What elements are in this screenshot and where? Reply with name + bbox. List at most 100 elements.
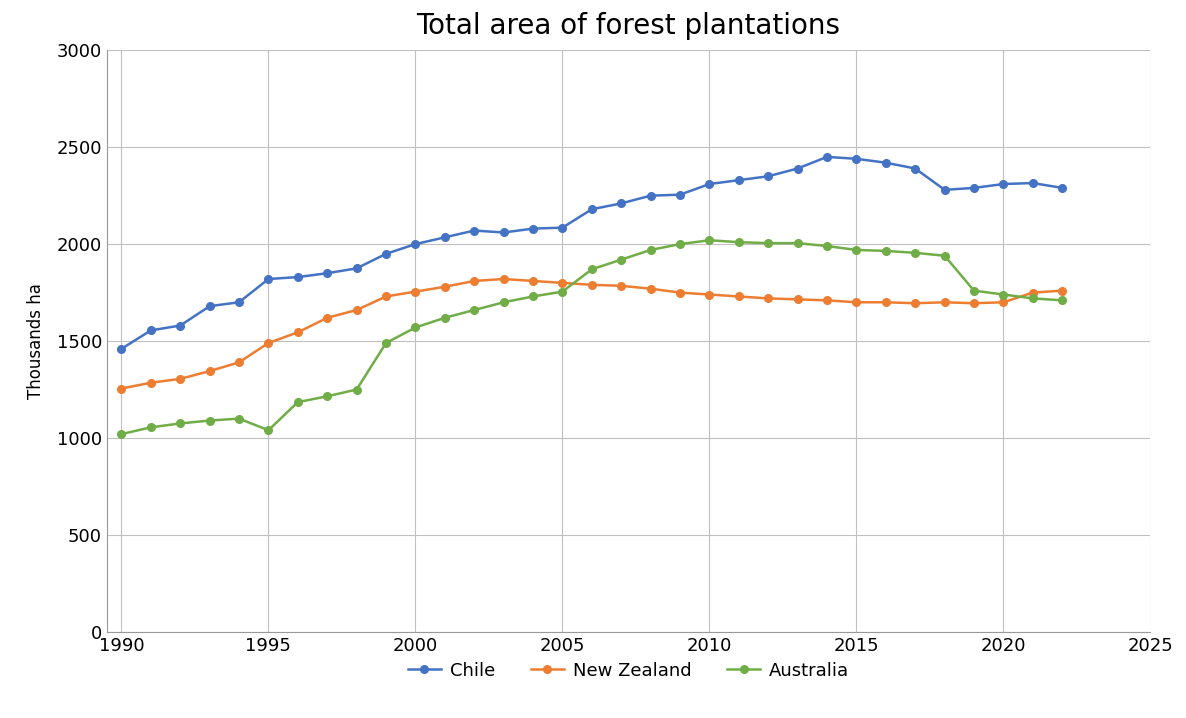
Title: Total area of forest plantations: Total area of forest plantations: [416, 11, 841, 39]
New Zealand: [467, 276, 482, 285]
Line: Chile: Chile: [117, 153, 1066, 353]
Chile: [791, 164, 805, 173]
New Zealand: [114, 384, 128, 393]
Australia: [908, 248, 923, 257]
Line: New Zealand: New Zealand: [117, 275, 1066, 392]
New Zealand: [261, 339, 275, 348]
New Zealand: [555, 279, 569, 287]
New Zealand: [937, 298, 951, 307]
Australia: [614, 256, 629, 264]
New Zealand: [849, 298, 863, 307]
Chile: [378, 250, 393, 258]
Chile: [644, 191, 658, 200]
Australia: [497, 298, 511, 307]
Australia: [232, 414, 247, 423]
Chile: [820, 153, 834, 162]
Chile: [291, 273, 305, 281]
New Zealand: [996, 298, 1010, 307]
New Zealand: [908, 299, 923, 307]
Chile: [908, 164, 923, 173]
New Zealand: [820, 296, 834, 304]
Australia: [1056, 296, 1070, 304]
Chile: [996, 180, 1010, 188]
Australia: [702, 236, 716, 245]
Australia: [173, 419, 187, 428]
New Zealand: [672, 289, 687, 297]
Chile: [555, 223, 569, 232]
Chile: [350, 264, 364, 273]
New Zealand: [614, 281, 629, 290]
Australia: [996, 290, 1010, 299]
Australia: [820, 242, 834, 251]
New Zealand: [378, 292, 393, 301]
Australia: [350, 385, 364, 393]
New Zealand: [438, 282, 452, 291]
Chile: [467, 226, 482, 235]
New Zealand: [144, 378, 158, 387]
Australia: [585, 265, 599, 274]
Chile: [173, 321, 187, 330]
Australia: [408, 323, 422, 332]
Australia: [144, 423, 158, 432]
New Zealand: [1056, 286, 1070, 295]
Australia: [732, 238, 746, 246]
Chile: [438, 233, 452, 242]
New Zealand: [350, 306, 364, 314]
New Zealand: [879, 298, 893, 307]
Australia: [937, 251, 951, 260]
Chile: [761, 172, 776, 181]
Australia: [672, 240, 687, 248]
Chile: [702, 180, 716, 188]
New Zealand: [761, 294, 776, 303]
Chile: [732, 176, 746, 185]
Chile: [408, 240, 422, 248]
Australia: [967, 286, 981, 295]
Australia: [525, 292, 540, 301]
Australia: [879, 246, 893, 255]
Chile: [144, 326, 158, 335]
Australia: [261, 426, 275, 434]
Australia: [203, 416, 217, 425]
Line: Australia: Australia: [117, 236, 1066, 438]
Chile: [672, 190, 687, 199]
Chile: [232, 298, 247, 307]
New Zealand: [497, 275, 511, 284]
Australia: [761, 239, 776, 248]
Legend: Chile, New Zealand, Australia: Chile, New Zealand, Australia: [401, 654, 856, 687]
New Zealand: [644, 284, 658, 293]
New Zealand: [967, 299, 981, 307]
New Zealand: [173, 375, 187, 383]
Australia: [438, 314, 452, 322]
Chile: [967, 184, 981, 192]
Chile: [849, 154, 863, 163]
Chile: [937, 185, 951, 194]
Australia: [555, 287, 569, 296]
Australia: [467, 306, 482, 314]
Chile: [1056, 184, 1070, 192]
Australia: [644, 246, 658, 254]
Chile: [614, 199, 629, 208]
Australia: [320, 392, 334, 401]
New Zealand: [232, 358, 247, 367]
New Zealand: [702, 290, 716, 299]
Australia: [1026, 294, 1040, 303]
Y-axis label: Thousands ha: Thousands ha: [27, 283, 45, 399]
Chile: [525, 224, 540, 233]
Chile: [585, 205, 599, 213]
Chile: [114, 345, 128, 353]
New Zealand: [320, 314, 334, 322]
New Zealand: [203, 367, 217, 376]
New Zealand: [1026, 289, 1040, 297]
Chile: [203, 302, 217, 310]
Australia: [378, 339, 393, 348]
Australia: [291, 398, 305, 406]
Australia: [114, 430, 128, 439]
New Zealand: [732, 292, 746, 301]
New Zealand: [408, 287, 422, 296]
Chile: [879, 159, 893, 167]
Chile: [1026, 179, 1040, 187]
New Zealand: [791, 295, 805, 304]
Chile: [320, 269, 334, 277]
Chile: [497, 228, 511, 237]
Australia: [791, 239, 805, 248]
